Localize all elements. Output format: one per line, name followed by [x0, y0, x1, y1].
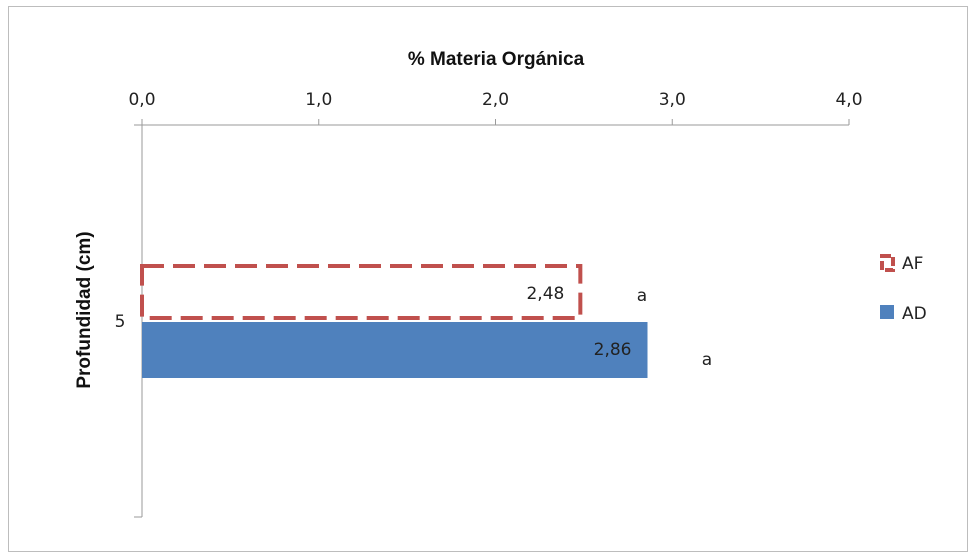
legend-swatch-af	[880, 254, 895, 272]
x-tick-label: 2,0	[482, 90, 509, 110]
significance-label-af: a	[637, 286, 647, 306]
significance-label-ad: a	[702, 350, 712, 370]
x-tick-label: 1,0	[305, 90, 332, 110]
legend-swatch-ad	[880, 305, 894, 319]
y-tick-label: 5	[115, 312, 126, 332]
axes: 0,0 1,0 2,0 3,0 4,0 5	[115, 90, 863, 518]
x-tick-label: 3,0	[659, 90, 686, 110]
data-label-ad: 2,86	[594, 340, 632, 360]
legend: AF AD	[880, 254, 927, 324]
data-label-af: 2,48	[526, 284, 564, 304]
x-tick-label: 0,0	[128, 90, 155, 110]
bar-af	[140, 264, 583, 320]
x-axis-title: % Materia Orgánica	[408, 49, 585, 70]
legend-label-af: AF	[902, 254, 923, 274]
chart-frame	[8, 6, 968, 552]
legend-label-ad: AD	[902, 304, 927, 324]
x-tick-label: 4,0	[835, 90, 862, 110]
bars: 2,48 a 2,86 a	[140, 264, 712, 378]
y-axis-title: Profundidad (cm)	[74, 231, 95, 388]
bar-ad	[142, 322, 648, 378]
